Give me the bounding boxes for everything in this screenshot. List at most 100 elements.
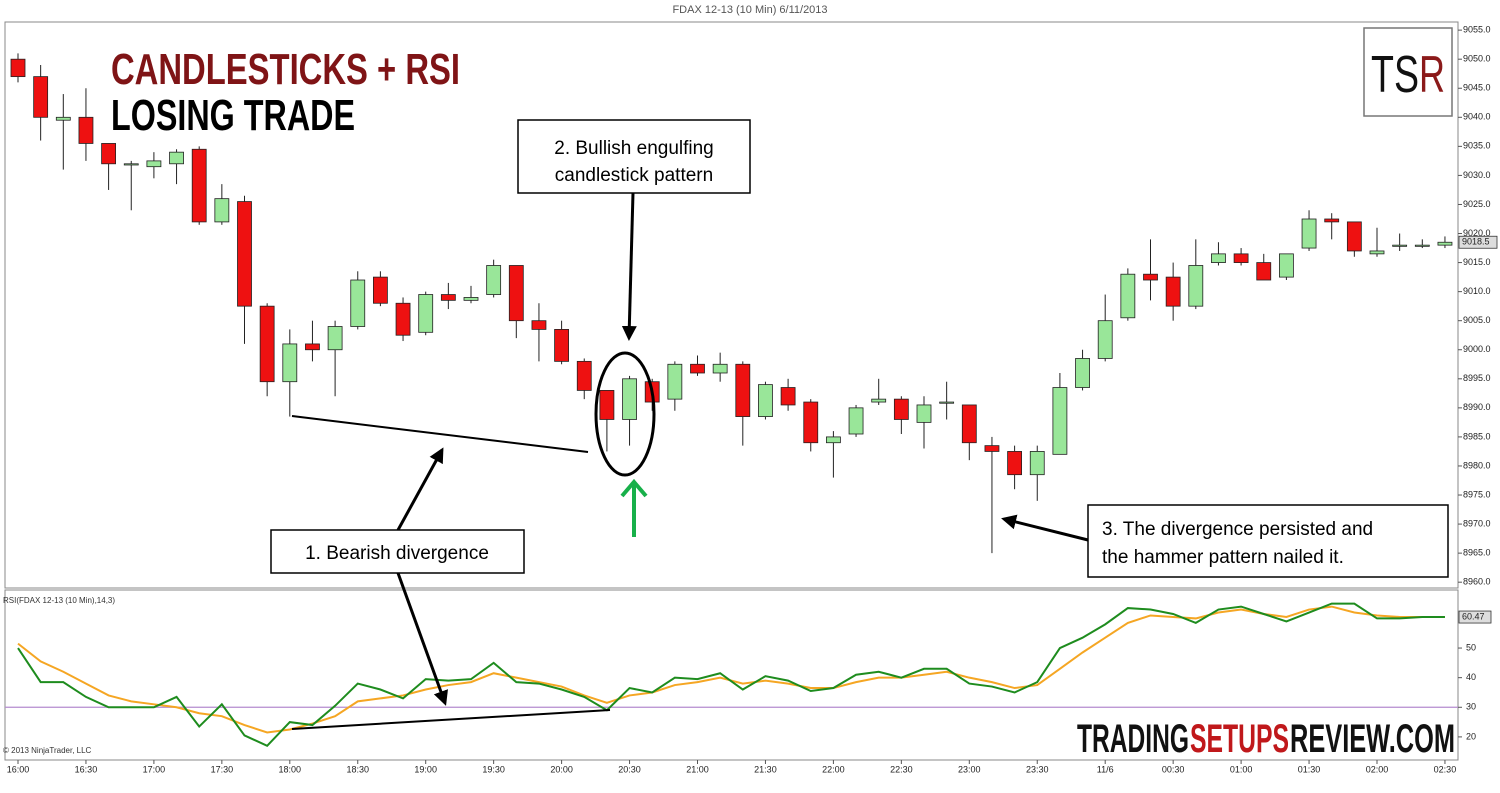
candle-body xyxy=(1414,244,1430,247)
last-price-label: 9018.5 xyxy=(1462,237,1490,247)
annotation-text: the hammer pattern nailed it. xyxy=(1102,547,1344,568)
candle-body xyxy=(259,305,275,383)
arrow xyxy=(1001,514,1089,542)
x-tick-label: 19:00 xyxy=(414,764,437,774)
candle-body xyxy=(327,326,343,351)
annotation-text: 2. Bullish engulfing xyxy=(554,138,714,159)
y-tick-label: 9000.0 xyxy=(1463,344,1491,354)
candle-body xyxy=(440,294,456,301)
y-tick-label: 8970.0 xyxy=(1463,518,1491,528)
annotation-drawings xyxy=(291,351,656,730)
logo-box xyxy=(1363,27,1453,117)
candle-body xyxy=(1256,262,1272,281)
candle-body xyxy=(803,401,819,444)
y-tick-label: 9005.0 xyxy=(1463,315,1491,325)
x-tick-label: 01:00 xyxy=(1230,764,1253,774)
y-tick-label: 9035.0 xyxy=(1463,141,1491,151)
candle-body xyxy=(1188,265,1204,307)
candle-body xyxy=(372,276,388,304)
candle-body xyxy=(1120,273,1136,319)
x-tick-label: 02:30 xyxy=(1434,764,1457,774)
candle-body xyxy=(78,116,94,144)
candle-body xyxy=(55,116,71,121)
y-tick-label: 30 xyxy=(1466,702,1476,712)
y-tick-label: 40 xyxy=(1466,672,1476,682)
candle-body xyxy=(486,265,502,295)
candle-body xyxy=(690,363,705,374)
annotation-arrows xyxy=(396,192,1089,706)
x-tick-label: 20:00 xyxy=(550,764,573,774)
x-tick-label: 18:30 xyxy=(346,764,369,774)
candle-body xyxy=(1143,273,1158,281)
x-tick-label: 19:30 xyxy=(482,764,505,774)
x-tick-label: 18:00 xyxy=(279,764,302,774)
candle-body xyxy=(848,407,864,435)
candle-body xyxy=(214,198,230,223)
candle-body xyxy=(146,160,162,168)
last-value-box xyxy=(1458,610,1492,624)
x-tick-label: 17:00 xyxy=(143,764,166,774)
candle-body xyxy=(1324,218,1340,223)
arrow-head xyxy=(620,478,648,498)
y-tick-label: 9030.0 xyxy=(1463,170,1491,180)
y-tick-label: 8960.0 xyxy=(1463,577,1491,587)
copyright: © 2013 NinjaTrader, LLC xyxy=(3,746,92,755)
annotation-text: candlestick pattern xyxy=(555,165,713,186)
rsi-title: RSI(FDAX 12-13 (10 Min),14,3) xyxy=(3,596,115,605)
annotation-box xyxy=(270,529,525,574)
watermark: TRADING xyxy=(1077,717,1189,761)
annotation-text: 3. The divergence persisted and xyxy=(1102,519,1373,540)
logo-text: TS xyxy=(1371,46,1419,104)
x-tick-label: 23:30 xyxy=(1026,764,1049,774)
candle-body xyxy=(712,363,728,374)
candle-body xyxy=(191,148,207,223)
candle-body xyxy=(463,297,479,301)
x-tick-label: 16:00 xyxy=(7,764,30,774)
arrow xyxy=(396,572,448,706)
entry-arrow xyxy=(620,478,648,537)
watermark: REVIEW.COM xyxy=(1290,717,1455,761)
candle-body xyxy=(984,445,1000,452)
headline: CANDLESTICKS + RSI xyxy=(111,45,460,94)
annotation-text: 1. Bearish divergence xyxy=(305,543,489,564)
logo-text: R xyxy=(1419,46,1445,104)
candle-body xyxy=(418,294,434,333)
x-tick-label: 23:00 xyxy=(958,764,981,774)
y-tick-label: 8995.0 xyxy=(1463,373,1491,383)
annotation-box xyxy=(517,119,751,194)
arrow xyxy=(621,192,637,341)
candle-body xyxy=(169,151,184,165)
y-tick-label: 9015.0 xyxy=(1463,257,1491,267)
candle-body xyxy=(1211,253,1226,263)
highlight-ellipse xyxy=(594,351,656,477)
candle-body xyxy=(554,329,569,362)
y-tick-label: 9010.0 xyxy=(1463,286,1491,296)
y-tick-label: 8965.0 xyxy=(1463,548,1491,558)
y-tick-label: 9050.0 xyxy=(1463,54,1491,64)
candle-body xyxy=(33,76,49,118)
x-tick-label: 21:00 xyxy=(686,764,709,774)
y-tick-label: 9020.0 xyxy=(1463,228,1491,238)
candle-body xyxy=(1346,221,1362,252)
candle-body xyxy=(1279,253,1294,278)
y-tick-label: 20 xyxy=(1466,731,1476,741)
candle-body xyxy=(1437,241,1453,246)
candle-body xyxy=(282,343,298,383)
candle-body xyxy=(871,398,887,403)
y-tick-label: 8985.0 xyxy=(1463,431,1491,441)
candle-body xyxy=(531,320,547,330)
candle-body xyxy=(780,387,796,406)
candle-body xyxy=(10,58,26,78)
watermark: SETUPS xyxy=(1190,717,1289,761)
annotation-box xyxy=(1087,504,1449,578)
candle-body xyxy=(826,436,841,444)
rsi-line xyxy=(17,602,1445,747)
candle-body xyxy=(508,265,524,322)
x-tick-label: 22:00 xyxy=(822,764,845,774)
candle-body xyxy=(758,384,773,417)
last-value-label: 60.47 xyxy=(1462,611,1485,621)
chart-title: FDAX 12-13 (10 Min) 6/11/2013 xyxy=(672,4,827,16)
x-tick-label: 00:30 xyxy=(1162,764,1185,774)
x-tick-label: 17:30 xyxy=(211,764,234,774)
candle-body xyxy=(305,343,320,351)
